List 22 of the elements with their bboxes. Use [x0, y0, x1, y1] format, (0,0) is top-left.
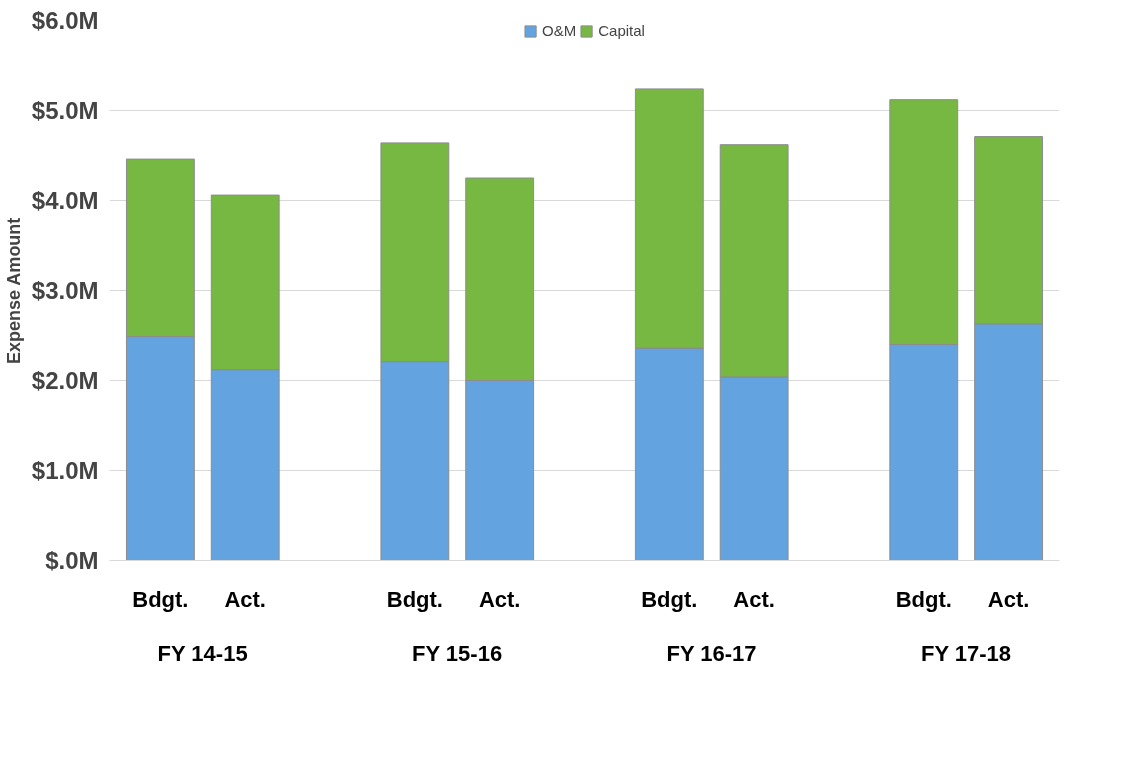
x-tick-label: Act.: [733, 586, 775, 612]
y-tick-label: $.0M: [45, 547, 99, 574]
x-tick-label: Bdgt.: [641, 586, 698, 612]
text: FY 14-15: [157, 640, 248, 666]
y-tick-label: $5.0M: [31, 97, 99, 124]
x-tick-label: Act.: [987, 586, 1030, 612]
y-tick-label: $1.0M: [31, 457, 99, 484]
text: FY 16-17: [666, 640, 757, 666]
x-tick-label: Bdgt.: [132, 586, 189, 612]
x-tick-label: Bdgt.: [895, 586, 952, 612]
x-tick-label: Bdgt.: [386, 586, 443, 612]
y-tick-label: $4.0M: [31, 187, 99, 214]
legend-label: O&M: [542, 22, 577, 39]
x-tick-label: Act.: [478, 586, 521, 612]
text: FY 17-18: [920, 640, 1012, 666]
y-tick-label: $3.0M: [31, 277, 99, 304]
y-axis-title: Expense Amount: [3, 217, 24, 365]
text: FY 15-16: [412, 640, 503, 666]
y-tick-label: $6.0M: [31, 7, 99, 34]
y-tick-label: $2.0M: [31, 367, 99, 394]
legend-label: Capital: [598, 22, 645, 39]
x-tick-label: Act.: [224, 586, 266, 612]
